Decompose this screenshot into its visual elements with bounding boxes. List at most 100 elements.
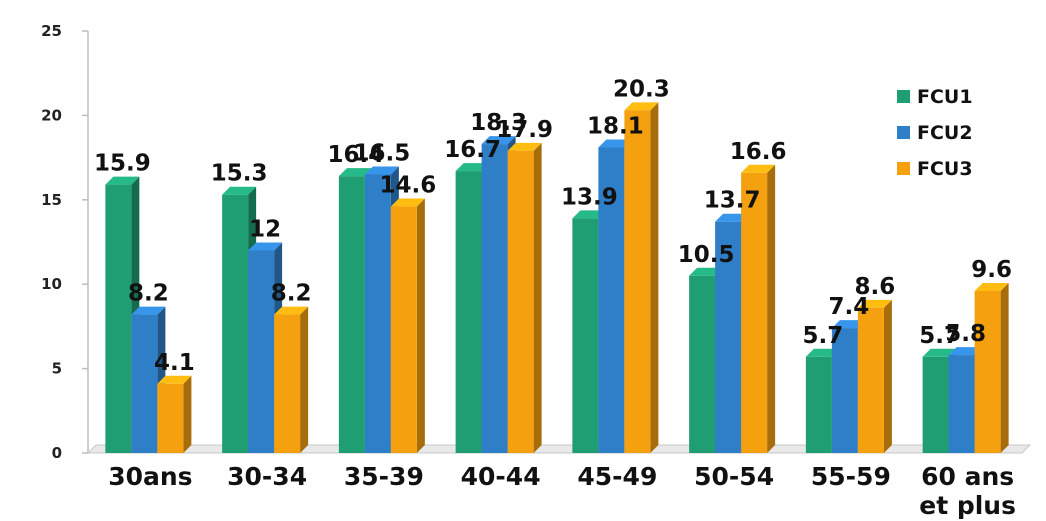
x-category-label: 60 ans et plus: [919, 462, 1016, 520]
data-label-fcu3: 9.6: [971, 257, 1012, 283]
legend-swatch-fcu3: [897, 162, 910, 175]
data-label-fcu2: 13.7: [704, 188, 761, 214]
bar-front: [390, 206, 417, 453]
bar-front: [481, 144, 508, 453]
data-label-fcu2: 12: [249, 216, 281, 242]
x-category-label: 50-54: [694, 462, 774, 491]
bar-front: [507, 150, 534, 453]
bar-top: [131, 306, 166, 315]
bar-fcu3-2: [274, 306, 309, 453]
y-tick-label: 0: [52, 444, 62, 462]
bar-top: [455, 163, 490, 172]
data-label-fcu1: 16.4: [328, 142, 385, 168]
data-label-fcu2: 18.3: [470, 110, 527, 136]
y-tick-label: 10: [41, 275, 62, 293]
x-category-label: 45-49: [577, 462, 657, 491]
bar-top: [222, 186, 257, 195]
bar-top: [481, 136, 516, 145]
bar-front: [248, 250, 275, 453]
bar-front: [948, 355, 975, 453]
bar-front: [624, 110, 651, 453]
bar-top: [831, 320, 866, 329]
bar-fcu3-1: [157, 375, 192, 453]
bar-top: [974, 282, 1009, 291]
data-label-fcu1: 5.7: [803, 323, 844, 349]
bar-top: [624, 102, 659, 111]
bar-fcu2-2: [248, 242, 283, 453]
bar-top: [922, 348, 957, 357]
bar-top: [572, 210, 607, 219]
bar-top: [948, 347, 983, 356]
bar-top: [715, 213, 750, 222]
legend-swatch-fcu1: [897, 90, 910, 103]
bar-side: [183, 375, 192, 453]
x-category-label: 40-44: [461, 462, 541, 491]
bar-front: [364, 174, 391, 454]
data-label-fcu1: 15.9: [94, 151, 151, 177]
bar-top: [248, 242, 283, 251]
bar-front: [131, 314, 158, 453]
bar-fcu3-8: [974, 282, 1009, 453]
bar-top: [598, 139, 633, 148]
bar-front: [741, 172, 768, 454]
bar-fcu3-3: [390, 198, 425, 453]
bar-front: [338, 176, 365, 453]
bar-front: [105, 184, 132, 453]
data-label-fcu1: 13.9: [561, 184, 618, 210]
bar-fcu3-5: [624, 102, 659, 453]
y-tick-label: 15: [41, 191, 62, 209]
data-label-fcu3: 16.6: [730, 139, 787, 165]
bar-top: [157, 375, 192, 384]
data-label-fcu2: 16.5: [354, 140, 411, 166]
legend-label-fcu2: FCU2: [917, 122, 973, 144]
bar-side: [416, 198, 425, 453]
bar-side: [1000, 282, 1009, 453]
bar-side: [767, 164, 776, 454]
legend-swatch-fcu2: [897, 126, 910, 139]
y-tick-label: 5: [52, 360, 62, 378]
y-tick-label: 25: [41, 22, 62, 40]
data-label-fcu3: 4.1: [154, 350, 195, 376]
bar-front: [157, 383, 184, 453]
bar-top: [105, 176, 140, 185]
data-label-fcu2: 7.4: [829, 294, 870, 320]
data-label-fcu2: 18.1: [587, 113, 644, 139]
bar-top: [689, 267, 724, 276]
bar-fcu3-7: [857, 299, 892, 453]
bar-front: [922, 356, 949, 453]
x-category-label: 55-59: [811, 462, 891, 491]
bar-fcu3-4: [507, 142, 542, 453]
bar-top: [741, 164, 776, 173]
bar-front: [805, 356, 832, 453]
bar-front: [715, 221, 742, 453]
bar-front: [455, 171, 482, 453]
data-label-fcu2: 8.2: [128, 281, 169, 307]
data-label-fcu3: 17.9: [496, 117, 553, 143]
bar-side: [300, 306, 309, 453]
bar-top: [857, 299, 892, 308]
bar-front: [572, 218, 599, 453]
bar-front: [857, 307, 884, 453]
bar-top: [338, 168, 373, 177]
bar-front: [222, 194, 249, 453]
bar-fcu3-6: [741, 164, 776, 454]
chart-legend: FCU1 FCU2 FCU3: [897, 86, 973, 180]
x-category-label: 30-34: [227, 462, 307, 491]
data-label-fcu3: 14.6: [380, 173, 437, 199]
x-category-label: 30ans: [108, 462, 192, 491]
bar-top: [805, 348, 840, 357]
bar-top: [364, 166, 399, 175]
bar-front: [598, 147, 625, 454]
legend-label-fcu3: FCU3: [917, 158, 973, 180]
bar-front: [274, 314, 301, 453]
y-tick-label: 20: [41, 106, 62, 124]
bar-side: [883, 299, 892, 453]
bar-top: [274, 306, 309, 315]
data-label-fcu1: 15.3: [211, 161, 268, 187]
chart-bars: [105, 102, 1009, 454]
legend-label-fcu1: FCU1: [917, 86, 973, 108]
chart-axes: 0 5 10 15 20 25 30ans 30-34 35-39 40-44 45-49 50-54…: [41, 22, 1032, 520]
bar-front: [974, 290, 1001, 453]
chart-data-labels: 15.98.24.115.3128.216.416.514.616.718.31…: [94, 76, 1012, 375]
